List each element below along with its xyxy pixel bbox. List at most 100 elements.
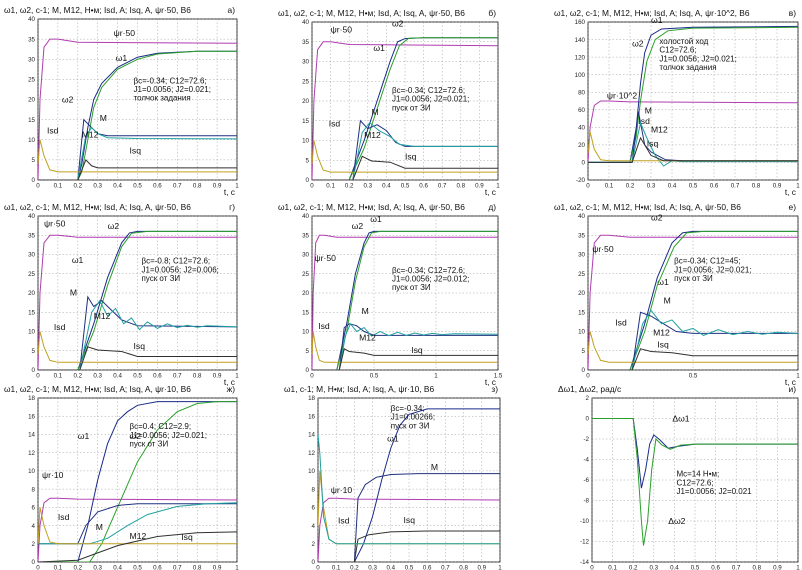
series-label: M xyxy=(100,113,107,123)
panel-letter: е) xyxy=(789,202,797,212)
y-tick-label: 40 xyxy=(302,19,309,26)
y-tick-label: 30 xyxy=(302,59,309,66)
x-tick-label: 0.3 xyxy=(93,565,102,570)
x-tick-label: 0.5 xyxy=(133,183,142,190)
chart-title: ω1, ω2, c-1; M, M12, Н•м; Isd, A; Isq, A… xyxy=(554,8,750,18)
y-tick-label: 0 xyxy=(582,160,586,167)
x-axis-label: t, c xyxy=(485,377,496,387)
x-tick-label: 1 xyxy=(434,373,438,380)
x-tick-label: 1 xyxy=(498,565,502,570)
x-tick-label: 0.3 xyxy=(93,373,102,380)
x-tick-label: 0.7 xyxy=(173,183,182,190)
x-tick-label: 0.9 xyxy=(773,565,782,570)
chart-title: ω1, ω2, c-1; M, M12, Н•м; Isd, A; Isq, A… xyxy=(554,202,741,212)
x-tick-label: 0.7 xyxy=(173,565,182,570)
series-line xyxy=(588,234,798,370)
annotation-line: J1=0.0056; J2=0.021; xyxy=(674,265,751,274)
x-tick-label: 0.7 xyxy=(441,565,450,570)
y-tick-label: 0 xyxy=(312,559,316,566)
series-line xyxy=(318,434,500,545)
y-tick-label: 25 xyxy=(28,77,35,84)
x-tick-label: 0.1 xyxy=(54,183,63,190)
series-label: ω1 xyxy=(373,43,385,53)
y-tick-label: 25 xyxy=(578,271,585,278)
series-label: Isq xyxy=(657,340,669,350)
series-label: M12 xyxy=(82,129,99,139)
x-tick-label: 0.3 xyxy=(647,183,656,190)
y-tick-label: 10 xyxy=(302,138,309,145)
x-tick-label: 0.2 xyxy=(345,183,354,190)
y-tick-label: 18 xyxy=(28,395,35,402)
x-tick-label: 0.6 xyxy=(153,183,162,190)
series-label: Isd xyxy=(47,125,59,135)
y-tick-label: 15 xyxy=(28,117,35,124)
x-tick-label: 1 xyxy=(796,565,800,570)
x-tick-label: 0.6 xyxy=(711,565,720,570)
panel-letter: з) xyxy=(491,384,498,394)
y-tick-label: 10 xyxy=(28,329,35,336)
series-label: ω1 xyxy=(116,53,128,63)
x-tick-label: 0.9 xyxy=(213,183,222,190)
y-tick-label: 25 xyxy=(302,78,309,85)
series-line xyxy=(588,121,798,167)
y-tick-label: 2 xyxy=(312,541,316,548)
x-tick-label: 1 xyxy=(235,565,239,570)
y-tick-label: 5 xyxy=(306,348,310,355)
annotation-line: пуск от ЗИ xyxy=(392,283,431,292)
series-line xyxy=(318,497,500,562)
series-line xyxy=(38,234,237,370)
annotation-line: толчок задания xyxy=(659,63,716,72)
series-line xyxy=(318,530,500,562)
x-tick-label: 0 xyxy=(590,565,594,570)
series-label: Isd xyxy=(318,321,330,331)
y-tick-label: 5 xyxy=(32,157,36,164)
annotation-line: βc=-0.34; C12=72.6; xyxy=(392,266,465,275)
x-tick-label: 0.1 xyxy=(605,183,614,190)
y-tick-label: 80 xyxy=(578,89,585,96)
series-label: ω1 xyxy=(651,15,663,25)
series-label: ω2 xyxy=(392,19,404,29)
series-line xyxy=(588,26,798,163)
series-line xyxy=(588,100,798,163)
x-tick-label: 0.5 xyxy=(691,565,700,570)
series-line xyxy=(312,121,498,180)
x-tick-label: 0.4 xyxy=(113,183,122,190)
series-label: M12 xyxy=(94,311,111,321)
x-axis-label: t, c xyxy=(785,187,796,197)
annotation-line: пуск от ЗИ xyxy=(130,439,169,448)
series-label: ψr·50 xyxy=(314,253,336,263)
y-tick-label: 14 xyxy=(308,432,315,439)
series-label: M xyxy=(664,295,671,305)
y-tick-label: -8 xyxy=(583,498,589,505)
y-tick-label: -6 xyxy=(583,477,589,484)
x-tick-label: 0.9 xyxy=(213,565,222,570)
y-tick-label: 8 xyxy=(312,486,316,493)
series-label: Isq xyxy=(405,151,417,161)
annotation-line: холостой ход xyxy=(659,37,708,46)
x-tick-label: 1 xyxy=(496,183,500,190)
series-line xyxy=(38,401,237,562)
chart-title: ω1, ω2, c-1; M, M12, Н•м; Isd, A; Isq, A… xyxy=(4,384,191,394)
series-line xyxy=(38,295,237,370)
x-axis-label: t, c xyxy=(224,377,235,387)
x-tick-label: 0.9 xyxy=(213,373,222,380)
annotation-line: J1=0.0056; J2=0.006; xyxy=(141,265,218,274)
x-tick-label: 0.4 xyxy=(670,565,679,570)
x-tick-label: 0.8 xyxy=(193,183,202,190)
series-label: ψr·10 xyxy=(42,470,64,480)
series-label: ψr·50 xyxy=(331,25,353,35)
x-tick-label: 0 xyxy=(316,565,320,570)
series-label: ω2 xyxy=(352,221,364,231)
x-axis-label: t, c xyxy=(224,187,235,197)
y-tick-label: 5 xyxy=(306,157,310,164)
series-line xyxy=(312,41,498,180)
x-axis-label: t, c xyxy=(785,377,796,387)
x-tick-label: 0.5 xyxy=(689,373,698,380)
x-tick-label: 0.1 xyxy=(608,565,617,570)
x-tick-label: 0.2 xyxy=(73,373,82,380)
series-label: ω2 xyxy=(651,213,663,223)
annotation-line: пуск от ЗИ xyxy=(391,421,430,430)
x-tick-label: 1.5 xyxy=(494,373,503,380)
